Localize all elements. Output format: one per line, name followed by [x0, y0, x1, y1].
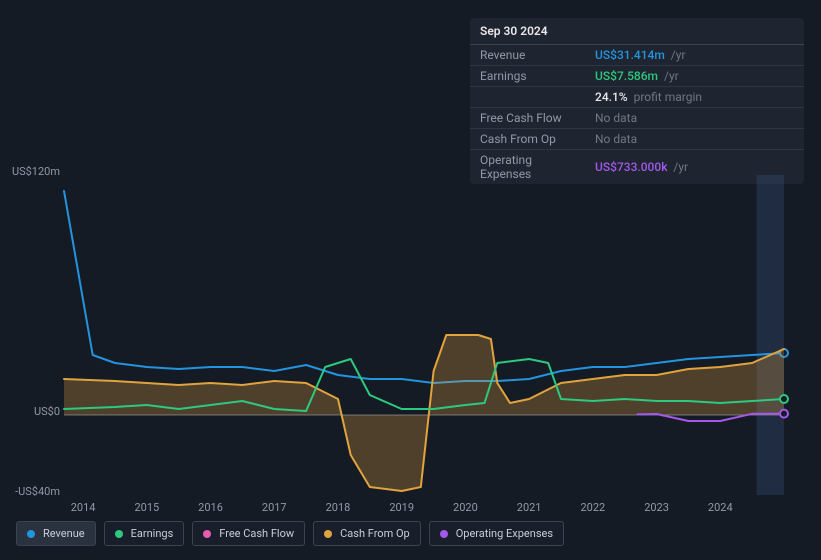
legend-item-label: Earnings [131, 527, 174, 540]
legend-item-label: Operating Expenses [456, 527, 553, 540]
tooltip-row: EarningsUS$7.586m /yr [470, 66, 804, 87]
tooltip-row-value: US$31.414m /yr [585, 45, 804, 66]
legend-item[interactable]: Revenue [16, 521, 96, 546]
x-axis-label: 2018 [326, 501, 351, 514]
legend-dot-icon [27, 530, 35, 538]
chart-legend: Revenue Earnings Free Cash Flow Cash From O… [16, 521, 564, 546]
tooltip-date: Sep 30 2024 [470, 18, 804, 45]
x-axis-label: 2019 [389, 501, 414, 514]
tooltip-row: Cash From OpNo data [470, 129, 804, 150]
tooltip-row-label: Free Cash Flow [470, 108, 585, 129]
legend-dot-icon [324, 530, 332, 538]
x-axis-label: 2020 [453, 501, 478, 514]
tooltip-row-label [470, 87, 585, 108]
tooltip-row-value: US$7.586m /yr [585, 66, 804, 87]
tooltip-row-value: No data [585, 129, 804, 150]
x-axis-label: 2016 [198, 501, 223, 514]
legend-item[interactable]: Operating Expenses [429, 521, 564, 546]
legend-item[interactable]: Cash From Op [313, 521, 421, 546]
x-axis-label: 2021 [517, 501, 542, 514]
legend-dot-icon [440, 530, 448, 538]
legend-item-label: Free Cash Flow [219, 527, 294, 540]
chart-tooltip: Sep 30 2024 RevenueUS$31.414m /yrEarning… [470, 18, 804, 184]
x-axis-label: 2024 [708, 501, 733, 514]
tooltip-row: RevenueUS$31.414m /yr [470, 45, 804, 66]
x-axis-label: 2014 [71, 501, 96, 514]
tooltip-row-value: No data [585, 108, 804, 129]
tooltip-row-label: Revenue [470, 45, 585, 66]
legend-item[interactable]: Free Cash Flow [192, 521, 305, 546]
tooltip-row: Free Cash FlowNo data [470, 108, 804, 129]
legend-item[interactable]: Earnings [104, 521, 185, 546]
legend-dot-icon [203, 530, 211, 538]
tooltip-table: RevenueUS$31.414m /yrEarningsUS$7.586m /… [470, 45, 804, 184]
legend-item-label: Cash From Op [340, 527, 410, 540]
financials-chart [0, 175, 804, 497]
tooltip-row-label: Cash From Op [470, 129, 585, 150]
legend-dot-icon [115, 530, 123, 538]
tooltip-row-value: 24.1% profit margin [585, 87, 804, 108]
x-axis-label: 2022 [580, 501, 605, 514]
x-axis-label: 2023 [644, 501, 669, 514]
x-axis-label: 2017 [262, 501, 287, 514]
tooltip-row: 24.1% profit margin [470, 87, 804, 108]
legend-item-label: Revenue [43, 527, 85, 540]
tooltip-row-label: Earnings [470, 66, 585, 87]
x-axis-label: 2015 [134, 501, 159, 514]
